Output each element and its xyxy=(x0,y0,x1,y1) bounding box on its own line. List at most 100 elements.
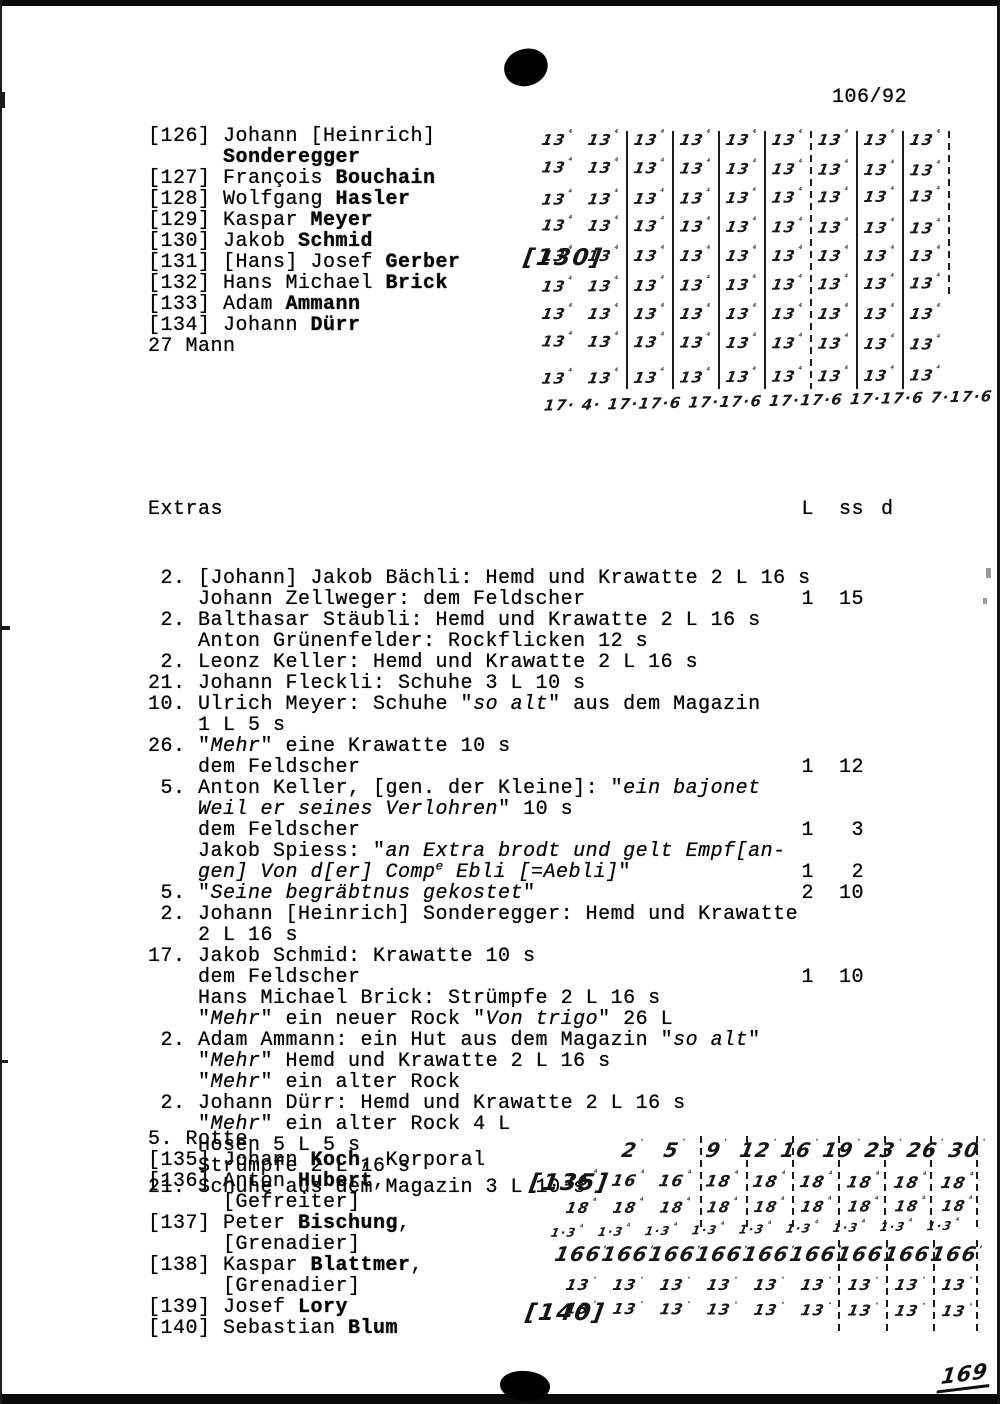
extras-line: 17. Jakob Schmid: Krawatte 10 s xyxy=(148,946,948,967)
handwritten-number: 13 xyxy=(907,274,936,293)
handwritten-cell: 13 ⁴ xyxy=(580,303,626,334)
handwritten-number: 13 xyxy=(752,1300,781,1320)
handwritten-row: 13 ⁴ 13 ⁴ 13 ⁴ 13 ⁴ 13 ⁴ 13 ⁴ 13 ⁴ 13 ⁴ 13 ⁴ xyxy=(534,331,954,364)
handwritten-cell: 13 ⁴ xyxy=(534,157,580,187)
handwritten-cell: 13 ⁴ xyxy=(718,129,764,160)
handwritten-cell: 13 · xyxy=(793,1274,840,1301)
handwritten-cell: 13 ⁴ xyxy=(580,331,626,362)
extras-line: 2. Johann Dürr: Hemd und Krawatte 2 L 16… xyxy=(148,1093,948,1114)
handwritten-number: 13 xyxy=(769,188,798,207)
handwritten-row: 13 ⁴ 13 ⁴ 13 ⁴ 13 ⁴ 13 ⁴ 13 ⁴ 13 ⁴ 13 ⁴ 13 ⁴ xyxy=(534,245,954,276)
extras-line: "Mehr" Hemd und Krawatte 2 L 16 s xyxy=(148,1051,948,1072)
pen-tick: ⁴ xyxy=(890,185,895,196)
column-rule xyxy=(764,131,766,389)
handwritten-number: 13 xyxy=(539,216,568,235)
extras-line: Anton Grünenfelder: Rockflicken 12 s xyxy=(148,631,948,652)
handwritten-cell: 18 ⁴ xyxy=(746,1196,793,1222)
handwritten-number: 1·3 xyxy=(549,1225,579,1240)
extras-line-text: "Mehr" ein neuer Rock "Von trigo" 26 L xyxy=(148,1008,674,1031)
handwritten-number: 13 xyxy=(769,247,798,265)
handwritten-number: 166 xyxy=(599,1242,651,1266)
pen-tick: ⁴ xyxy=(890,303,895,313)
pen-tick: ⁴ xyxy=(614,367,619,378)
handwritten-number: 13 xyxy=(677,217,706,236)
handwritten-number: 13 xyxy=(861,334,890,354)
handwritten-cell: 13 · xyxy=(558,1274,605,1301)
handwritten-number: 13 xyxy=(940,1302,969,1321)
handwritten-number: 13 xyxy=(846,1276,874,1294)
handwritten-number: 13 xyxy=(585,369,614,388)
text-line: [140] Sebastian Blum xyxy=(148,1317,399,1340)
text-line: [137] Peter Bischung, xyxy=(148,1212,411,1235)
handwritten-cell: 13 ⁴ xyxy=(626,245,672,276)
handwritten-cell: 13 ⁴ xyxy=(580,129,626,160)
handwritten-cell: 166, xyxy=(787,1240,842,1276)
pen-tick: ⁴ xyxy=(626,1222,631,1233)
amount-schilling: 10 xyxy=(838,966,864,989)
handwritten-number: 13 xyxy=(723,188,752,208)
extras-line: Strümpfe 2 L 16 s xyxy=(148,1156,948,1177)
handwritten-number: 13 xyxy=(539,305,568,323)
text-line: [138] Kaspar Blattmer, xyxy=(148,1254,424,1277)
column-rule xyxy=(672,131,674,389)
text-line: [130] Jakob Schmid xyxy=(148,230,374,253)
handwritten-number: 13 xyxy=(723,275,752,295)
amount-schilling: 12 xyxy=(838,756,864,779)
handwritten-row: 2·5·9·12·16·19·23·26·30· xyxy=(558,1136,988,1172)
column-rule xyxy=(856,131,858,389)
edge-smudge xyxy=(0,1060,8,1063)
pen-tick: ⁴ xyxy=(660,187,665,198)
handwritten-cell: 13 · xyxy=(887,1300,934,1326)
handwritten-cell: 1·3 ⁴ xyxy=(920,1216,967,1240)
handwritten-number: 13 xyxy=(585,158,614,177)
ink-blob-top xyxy=(500,44,552,91)
pen-tick: ⁴ xyxy=(568,188,573,199)
handwritten-cell: 13 ⁴ xyxy=(534,129,580,160)
extras-line: Weil er seines Verlohren" 10 s xyxy=(148,799,948,820)
handwritten-cell: 13 ⁴ xyxy=(534,367,580,398)
pen-tick: ⁴ xyxy=(660,303,665,313)
pen-tick: , xyxy=(650,1240,656,1250)
handwritten-cell: 13 ⁴ xyxy=(902,218,948,248)
pen-tick: ⁴ xyxy=(660,366,665,377)
extras-line-text: 2. Balthasar Stäubli: Hemd und Krawatte … xyxy=(148,609,761,632)
pen-tick: · xyxy=(640,1136,644,1146)
handwritten-cell: 13 · xyxy=(746,1299,793,1325)
pen-tick: · xyxy=(723,1136,728,1146)
pen-tick: ⁴ xyxy=(874,1195,879,1206)
text-line: [135] Johann Koch, Korporal xyxy=(148,1149,486,1172)
folio-mark: 169 xyxy=(936,1358,993,1394)
pen-tick: ⁴ xyxy=(936,272,941,283)
extras-lines: 2. [Johann] Jakob Bächli: Hemd und Krawa… xyxy=(148,568,948,1198)
pen-tick: · xyxy=(687,1298,691,1309)
amount-pound: 1 xyxy=(801,588,814,611)
handwritten-number: 13 xyxy=(907,131,936,149)
handwritten-cell: 166, xyxy=(693,1240,748,1276)
handwritten-number: 13 xyxy=(539,190,568,209)
handwritten-cell: 2 · xyxy=(612,1136,654,1172)
pen-tick: ⁴ xyxy=(955,1216,960,1227)
handwritten-number: 13 xyxy=(677,368,706,387)
handwritten-cell: 16 · xyxy=(779,1136,821,1172)
extras-line: 21. Johann Fleckli: Schuhe 3 L 10 s xyxy=(148,673,948,694)
pen-tick: ⁴ xyxy=(752,303,757,313)
pen-tick: ⁴ xyxy=(921,1195,926,1206)
pen-tick: · xyxy=(781,1274,785,1284)
handwritten-row: 13 · 13 · 13 · 13 · 13 · 13 · 13 · 13 · 13 · xyxy=(558,1298,988,1326)
handwritten-number: 13 xyxy=(907,366,936,385)
handwritten-number: 18 xyxy=(893,1197,921,1216)
handwritten-number: 13 xyxy=(893,1301,922,1321)
handwritten-cell: 13 · xyxy=(605,1298,652,1324)
extras-line-text: Jakob Spiess: "an Extra brodt und gelt E… xyxy=(148,840,786,863)
extras-line: dem Feldscher 1 10 xyxy=(148,967,948,988)
pen-tick: ⁴ xyxy=(640,1169,645,1180)
pen-tick: ⁴ xyxy=(908,1217,913,1228)
handwritten-number: 18 xyxy=(611,1198,639,1217)
handwritten-number: 13 xyxy=(769,160,798,179)
pen-tick: ⁴ xyxy=(936,303,941,313)
handwritten-number: 13 xyxy=(907,335,936,354)
pen-tick: ⁴ xyxy=(936,185,941,196)
pen-tick: ⁴ xyxy=(568,367,573,378)
handwritten-number: 13 xyxy=(769,305,798,323)
extras-line-text: 2. Johann Dürr: Hemd und Krawatte 2 L 16… xyxy=(148,1092,686,1115)
